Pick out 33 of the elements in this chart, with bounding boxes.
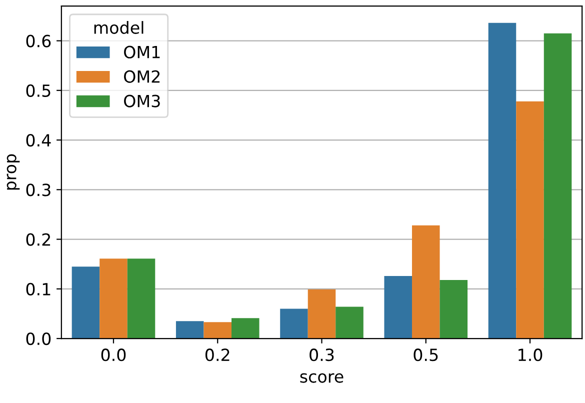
bar bbox=[127, 258, 156, 339]
bar bbox=[232, 318, 260, 339]
y-axis-title: prop bbox=[6, 154, 20, 190]
bar bbox=[488, 22, 516, 339]
legend-label: OM2 bbox=[124, 70, 160, 83]
x-tick-label: 0.5 bbox=[414, 348, 438, 362]
legend-title: model bbox=[94, 21, 144, 34]
legend-label: OM1 bbox=[124, 46, 160, 58]
y-tick-label: 0.1 bbox=[26, 282, 50, 296]
x-tick-label: 0.3 bbox=[310, 348, 334, 362]
y-tick-label: 0.3 bbox=[26, 184, 50, 196]
bar bbox=[100, 258, 128, 339]
x-tick-label: 0.0 bbox=[101, 348, 126, 362]
bar bbox=[280, 308, 308, 339]
y-tick-label: 0.4 bbox=[26, 134, 51, 147]
bar bbox=[204, 322, 232, 339]
y-tick-label: 0.0 bbox=[26, 332, 51, 346]
bar bbox=[384, 276, 412, 339]
bar bbox=[72, 266, 100, 339]
x-tick-label: 0.2 bbox=[205, 348, 230, 362]
bar bbox=[516, 101, 544, 339]
bar bbox=[440, 280, 468, 339]
bar bbox=[308, 289, 336, 339]
legend-label: OM3 bbox=[124, 94, 160, 108]
x-tick-label: 1.0 bbox=[518, 348, 542, 362]
y-tick-label: 0.6 bbox=[26, 34, 51, 48]
bar bbox=[336, 306, 364, 339]
bar bbox=[544, 33, 572, 339]
bar bbox=[412, 225, 440, 339]
y-tick-label: 0.2 bbox=[26, 233, 50, 246]
y-tick-label: 0.5 bbox=[26, 84, 50, 97]
bar bbox=[176, 321, 204, 339]
x-axis-title: score bbox=[300, 373, 344, 383]
